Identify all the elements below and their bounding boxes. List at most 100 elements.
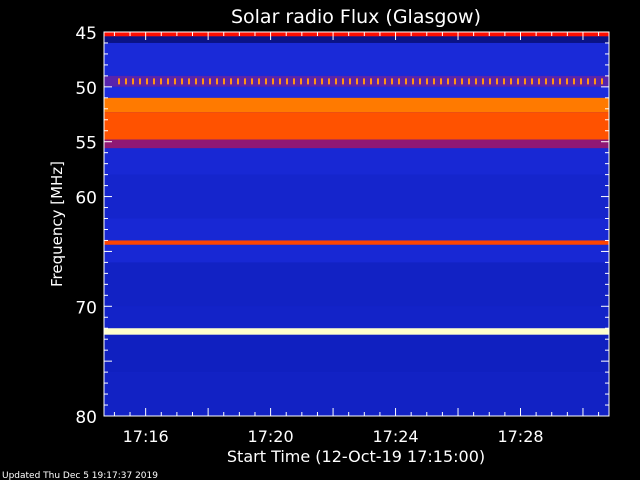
y-tick-label: 45 [75,24,97,44]
interference-tick [139,78,141,85]
frequency-band [104,240,609,245]
interference-tick [223,78,225,85]
frequency-band [104,112,609,140]
x-tick-label: 17:20 [248,427,294,446]
frequency-band [104,36,609,43]
y-tick-label: 50 [75,79,97,99]
interference-tick [244,78,246,85]
interference-tick [272,78,274,85]
interference-tick [426,78,428,85]
y-axis-label: Frequency [MHz] [48,161,66,287]
interference-tick [160,78,162,85]
frequency-band [104,334,609,373]
interference-tick [370,78,372,85]
interference-tick [419,78,421,85]
interference-tick [496,78,498,85]
interference-tick [482,78,484,85]
interference-tick [384,78,386,85]
interference-tick [258,78,260,85]
updated-timestamp: Updated Thu Dec 5 19:17:37 2019 [2,471,158,480]
frequency-band [104,372,609,416]
interference-tick [412,78,414,85]
interference-tick [293,78,295,85]
y-tick-label: 80 [75,408,97,428]
y-tick-label: 60 [75,189,97,209]
interference-tick [475,78,477,85]
interference-tick [447,78,449,85]
interference-tick [174,78,176,85]
frequency-band [104,42,609,76]
interference-tick [517,78,519,85]
frequency-band [104,32,609,37]
interference-tick [307,78,309,85]
frequency-band [104,328,609,335]
interference-tick [524,78,526,85]
interference-tick [377,78,379,85]
x-axis: 17:16 17:20 17:24 17:28 [113,32,600,446]
interference-tick [545,78,547,85]
interference-tick [237,78,239,85]
interference-tick [552,78,554,85]
interference-tick [433,78,435,85]
frequency-band [104,306,609,329]
interference-tick [328,78,330,85]
frequency-band [104,97,609,113]
interference-tick [468,78,470,85]
interference-tick [454,78,456,85]
frequency-band [104,139,609,149]
interference-tick [125,78,127,85]
interference-tick [363,78,365,85]
interference-tick [202,78,204,85]
interference-tick [573,78,575,85]
interference-tick [587,78,589,85]
interference-tick [503,78,505,85]
interference-tick [349,78,351,85]
frequency-band [104,174,609,219]
interference-tick [594,78,596,85]
interference-tick [188,78,190,85]
frequency-band [104,244,609,263]
interference-tick [153,78,155,85]
interference-tick [146,78,148,85]
interference-tick [209,78,211,85]
interference-tick [195,78,197,85]
interference-tick [342,78,344,85]
interference-tick [391,78,393,85]
interference-tick [538,78,540,85]
interference-tick [286,78,288,85]
interference-tick [279,78,281,85]
interference-tick [405,78,407,85]
interference-tick [559,78,561,85]
x-axis-label: Start Time (12-Oct-19 17:15:00) [227,447,485,466]
interference-tick [230,78,232,85]
interference-tick [321,78,323,85]
plot-frame [103,31,610,417]
interference-tick [300,78,302,85]
y-axis: 45 50 55 60 70 80 [75,24,609,428]
interference-tick [265,78,267,85]
interference-tick [566,78,568,85]
interference-tick [314,78,316,85]
interference-tick [251,78,253,85]
interference-tick [335,78,337,85]
interference-tick [510,78,512,85]
interference-tick [181,78,183,85]
y-tick-label: 70 [75,298,97,318]
interference-tick [461,78,463,85]
x-tick-label: 17:28 [497,427,543,446]
plot-area [103,31,610,417]
interference-tick [489,78,491,85]
y-tick-label: 55 [75,134,97,154]
interference-tick [132,78,134,85]
interference-tick [118,78,120,85]
interference-tick [440,78,442,85]
interference-tick [216,78,218,85]
interference-tick [356,78,358,85]
interference-tick [167,78,169,85]
x-tick-label: 17:24 [372,427,418,446]
interference-tick [601,78,603,85]
frequency-band [104,218,609,241]
interference-tick [531,78,533,85]
chart-title: Solar radio Flux (Glasgow) [231,6,481,28]
